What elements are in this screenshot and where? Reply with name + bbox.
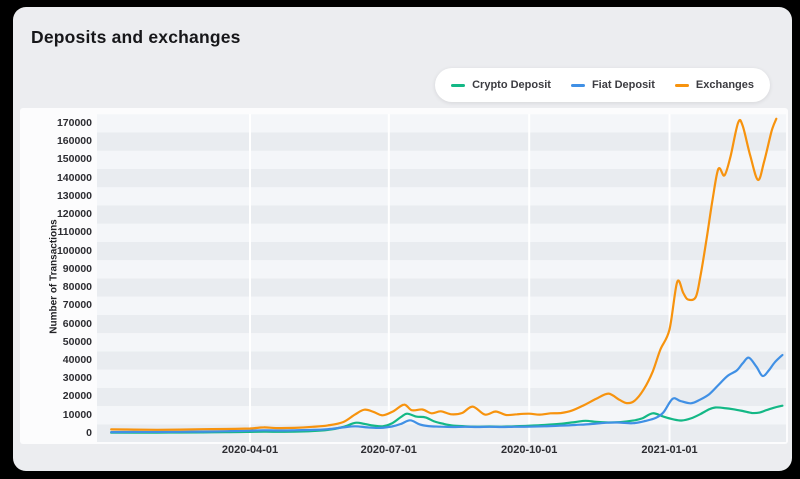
legend-dash-icon [570,83,585,87]
y-axis-tick-label: 30000 [62,372,92,385]
grid-band [97,223,786,242]
x-axis-tick-label: 2020-04-01 [221,444,279,456]
grid-band [97,314,786,334]
grid-band [97,168,786,188]
grid-band [97,369,786,388]
grid-band [97,333,786,352]
legend-label: Crypto Deposit [472,79,551,91]
vertical-gridline [528,114,531,442]
grid-band [97,187,786,206]
vertical-gridline [249,114,252,442]
y-axis-tick-label: 50000 [62,335,92,348]
legend-label: Exchanges [695,79,754,91]
vertical-gridline [387,114,390,442]
grid-band [97,406,786,425]
chart-panel: Number of Transactions 0 10000 20000 30000 4… [20,108,788,444]
x-axis-tick-label: 2021-01-01 [641,444,698,456]
x-axis-tick-label: 2020-10-01 [501,444,558,456]
grid-band [97,387,786,407]
dashboard-card: Deposits and exchanges Crypto Deposit Fia… [13,7,792,471]
series-line-exchanges [110,117,778,431]
grid-band [97,260,786,279]
legend-dash-icon [451,83,466,87]
y-axis-tick-label: 10000 [62,408,92,421]
page-title: Deposits and exchanges [31,27,241,47]
y-axis-tick-label: 70000 [62,299,92,312]
x-axis-tick-label: 2020-07-01 [360,444,417,456]
grid-band [97,296,786,315]
grid-band [97,132,786,151]
series-line-fiat-deposit [110,353,784,434]
grid-band [97,351,786,370]
y-axis-tick-label: 20000 [62,390,92,403]
y-axis-tick-label: 60000 [62,317,92,330]
grid-band [97,205,786,224]
legend-item-crypto-deposit[interactable]: Crypto Deposit [451,79,551,91]
legend-item-fiat-deposit[interactable]: Fiat Deposit [570,79,655,91]
grid-band [97,278,786,297]
line-chart [97,114,786,442]
y-axis-tick-label: 150000 [56,153,92,166]
y-axis-tick-label: 170000 [56,116,92,129]
grid-band [97,241,786,261]
y-axis-tick-label: 40000 [62,354,92,366]
y-axis-tick-label: 160000 [56,135,92,148]
legend-label: Fiat Deposit [591,79,655,91]
y-axis-tick-label: 80000 [62,281,92,293]
legend-item-exchanges[interactable]: Exchanges [674,79,754,91]
vertical-gridline [668,114,671,442]
grid-band [97,114,786,133]
y-axis-tick-label: 0 [86,426,92,439]
y-axis-tick-label: 130000 [56,189,92,202]
y-axis-tick-label: 90000 [62,262,92,275]
y-axis-tick-label: 140000 [56,171,92,184]
legend-dash-icon [674,83,689,87]
y-axis-tick-label: 110000 [57,226,92,239]
y-axis-tick-label: 120000 [56,208,92,221]
chart-legend: Crypto Deposit Fiat Deposit Exchanges [435,68,770,102]
grid-band [97,150,786,169]
y-axis-tick-label: 100000 [56,244,92,257]
